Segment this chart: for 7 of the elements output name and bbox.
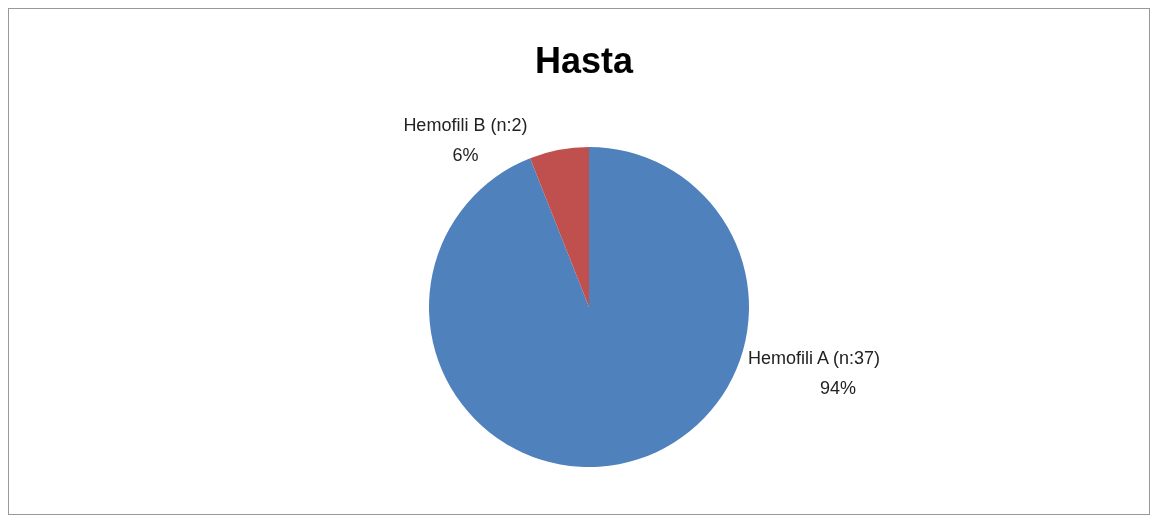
slice-label: Hemofili A (n:37) — [748, 348, 881, 368]
pie-slice — [530, 147, 589, 307]
pie-slice — [429, 147, 749, 467]
slice-label: Hemofili B (n:2) — [403, 115, 528, 136]
chart-title: Hasta — [534, 40, 634, 81]
data-label: 6% — [452, 145, 479, 166]
data-label: 94% — [820, 378, 857, 398]
